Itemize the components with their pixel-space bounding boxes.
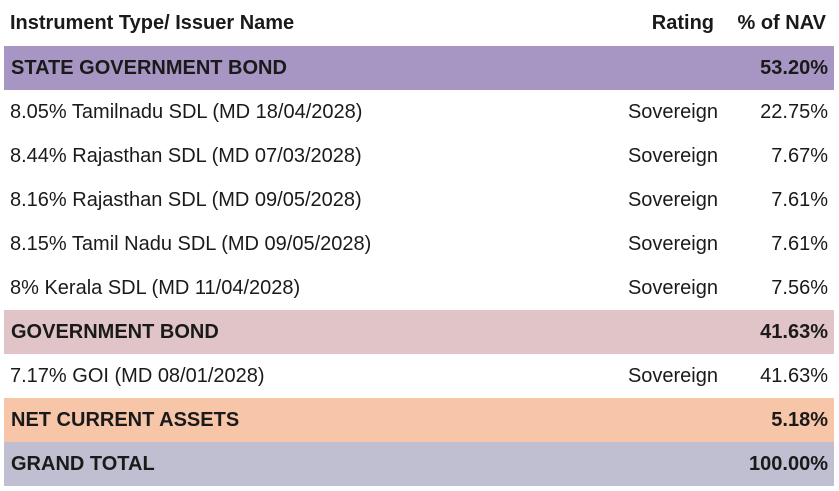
- section-label: STATE GOVERNMENT BOND: [11, 56, 287, 79]
- section-net-current-assets: NET CURRENT ASSETS 5.18%: [4, 398, 834, 442]
- nav-pct: 41.63%: [760, 364, 828, 387]
- issuer-name: 8% Kerala SDL (MD 11/04/2028): [10, 276, 301, 299]
- section-pct: 41.63%: [760, 320, 828, 343]
- rating: Sovereign: [627, 364, 718, 387]
- nav-pct: 7.61%: [771, 188, 828, 211]
- table-header: Instrument Type/ Issuer Name Rating % of…: [0, 0, 834, 46]
- table-row: 8.05% Tamilnadu SDL (MD 18/04/2028) Sove…: [4, 90, 834, 134]
- rating: Sovereign: [627, 144, 718, 167]
- issuer-name: 8.15% Tamil Nadu SDL (MD 09/05/2028): [10, 232, 372, 255]
- header-rating: Rating: [651, 11, 714, 34]
- section-pct: 5.18%: [771, 408, 828, 431]
- nav-pct: 7.67%: [771, 144, 828, 167]
- nav-pct: 22.75%: [760, 100, 828, 123]
- section-pct: 100.00%: [749, 452, 828, 475]
- issuer-name: 8.44% Rajasthan SDL (MD 07/03/2028): [10, 144, 362, 167]
- nav-pct: 7.56%: [771, 276, 828, 299]
- rating: Sovereign: [627, 188, 718, 211]
- table-row: 7.17% GOI (MD 08/01/2028) Sovereign 41.6…: [4, 354, 834, 398]
- table-row: 8.16% Rajasthan SDL (MD 09/05/2028) Sove…: [4, 178, 834, 222]
- table-row: 8% Kerala SDL (MD 11/04/2028) Sovereign …: [4, 266, 834, 310]
- issuer-name: 7.17% GOI (MD 08/01/2028): [10, 364, 265, 387]
- section-label: NET CURRENT ASSETS: [11, 408, 240, 431]
- section-grand-total: GRAND TOTAL 100.00%: [4, 442, 834, 486]
- issuer-name: 8.16% Rajasthan SDL (MD 09/05/2028): [10, 188, 362, 211]
- header-instrument: Instrument Type/ Issuer Name: [10, 11, 295, 34]
- section-state-government-bond: STATE GOVERNMENT BOND 53.20%: [4, 46, 834, 90]
- section-label: GRAND TOTAL: [11, 452, 155, 475]
- rating: Sovereign: [627, 100, 718, 123]
- issuer-name: 8.05% Tamilnadu SDL (MD 18/04/2028): [10, 100, 363, 123]
- table-row: 8.15% Tamil Nadu SDL (MD 09/05/2028) Sov…: [4, 222, 834, 266]
- table-row: 8.44% Rajasthan SDL (MD 07/03/2028) Sove…: [4, 134, 834, 178]
- section-government-bond: GOVERNMENT BOND 41.63%: [4, 310, 834, 354]
- rating: Sovereign: [627, 232, 718, 255]
- section-pct: 53.20%: [760, 56, 828, 79]
- section-label: GOVERNMENT BOND: [11, 320, 219, 343]
- rating: Sovereign: [627, 276, 718, 299]
- header-nav: % of NAV: [737, 11, 826, 34]
- nav-pct: 7.61%: [771, 232, 828, 255]
